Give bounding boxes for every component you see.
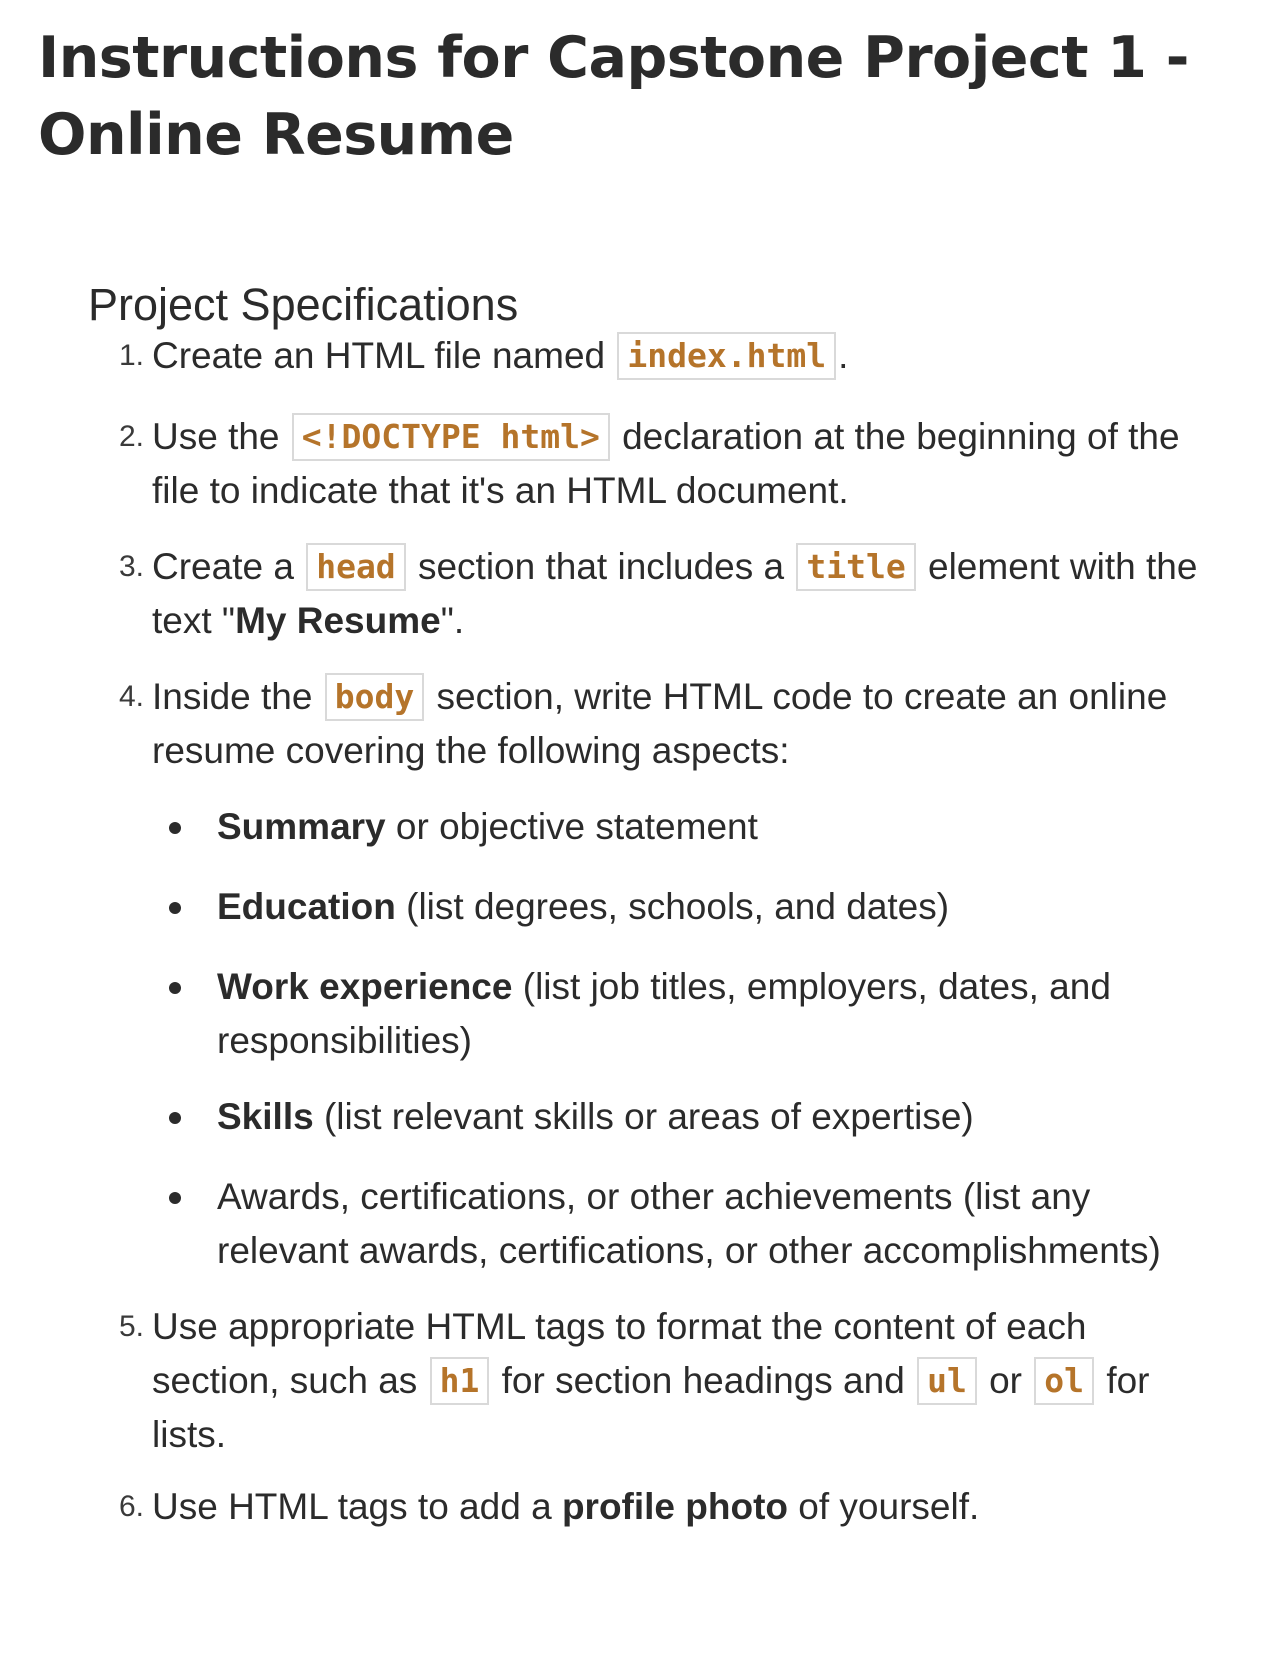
code-snippet: body	[324, 673, 425, 721]
spec-text: section, write HTML code to create an on…	[152, 676, 1168, 771]
spec-item-4: 4. Inside the body section, write HTML c…	[119, 670, 1212, 778]
spec-text: Create a	[152, 546, 294, 587]
list-number: 4.	[118, 680, 144, 713]
bullet-icon	[169, 902, 181, 914]
bold-text: Work experience	[217, 966, 513, 1007]
code-snippet: ol	[1034, 1357, 1095, 1405]
aspect-item-summary: Summary or objective statement	[169, 800, 1217, 854]
list-number: 1.	[118, 339, 144, 372]
spec-text: .	[838, 335, 849, 376]
list-number: 5.	[118, 1310, 144, 1343]
list-number: 2.	[118, 420, 144, 453]
spec-text: Use appropriate HTML tags to format the …	[152, 1306, 1087, 1401]
page-title: Instructions for Capstone Project 1 - On…	[38, 25, 1189, 168]
spec-text: for section headings and	[501, 1360, 905, 1401]
spec-text: Use the	[152, 416, 280, 457]
spec-item-3: 3. Create a head section that includes a…	[119, 540, 1212, 648]
spec-item-1: 1. Create an HTML file named index.html.	[119, 329, 1212, 383]
aspect-text: (list job titles, employers, dates, and …	[217, 966, 1111, 1061]
code-snippet: <!DOCTYPE html>	[291, 413, 610, 461]
aspect-item-education: Education (list degrees, schools, and da…	[169, 880, 1217, 934]
bullet-icon	[169, 822, 181, 834]
bullet-icon	[169, 982, 181, 994]
spec-item-2: 2. Use the <!DOCTYPE html> declaration a…	[119, 410, 1212, 518]
code-snippet: head	[306, 543, 406, 591]
list-number: 6.	[118, 1490, 144, 1523]
spec-text: Inside the	[152, 676, 313, 717]
code-snippet: index.html	[617, 332, 837, 380]
spec-text: for lists.	[152, 1360, 1150, 1455]
bold-text: My Resume	[235, 600, 441, 641]
spec-text: or	[989, 1360, 1023, 1401]
bold-text: Skills	[217, 1096, 314, 1137]
code-snippet: h1	[429, 1357, 490, 1405]
code-snippet: ul	[917, 1357, 977, 1405]
aspect-text: Awards, certifications, or other achieve…	[217, 1176, 1161, 1271]
bold-text: Education	[217, 886, 396, 927]
bullet-icon	[169, 1112, 181, 1124]
spec-text: element with the text "	[152, 546, 1198, 641]
aspect-text: (list relevant skills or areas of expert…	[323, 1096, 974, 1137]
spec-item-6: 6. Use HTML tags to add a profile photo …	[119, 1480, 1212, 1534]
spec-text: declaration at the beginning of the file…	[152, 416, 1180, 511]
bullet-icon	[169, 1192, 181, 1204]
spec-text: Create an HTML file named	[152, 335, 606, 376]
spec-text: of yourself.	[798, 1486, 980, 1527]
aspect-item-awards: Awards, certifications, or other achieve…	[169, 1170, 1217, 1278]
spec-text: Use HTML tags to add a	[152, 1486, 552, 1527]
aspect-item-skills: Skills (list relevant skills or areas of…	[169, 1090, 1217, 1144]
aspect-text: (list degrees, schools, and dates)	[406, 886, 950, 927]
spec-item-5: 5. Use appropriate HTML tags to format t…	[119, 1300, 1212, 1462]
spec-text: ".	[440, 600, 465, 641]
aspect-text: or objective statement	[395, 806, 758, 847]
aspect-item-work-experience: Work experience (list job titles, employ…	[169, 960, 1217, 1068]
list-number: 3.	[118, 550, 144, 583]
code-snippet: title	[796, 543, 916, 591]
section-heading-project-specifications: Project Specifications	[88, 279, 519, 330]
bold-text: Summary	[217, 806, 386, 847]
spec-text: section that includes a	[417, 546, 785, 587]
bold-text: profile photo	[561, 1486, 789, 1527]
